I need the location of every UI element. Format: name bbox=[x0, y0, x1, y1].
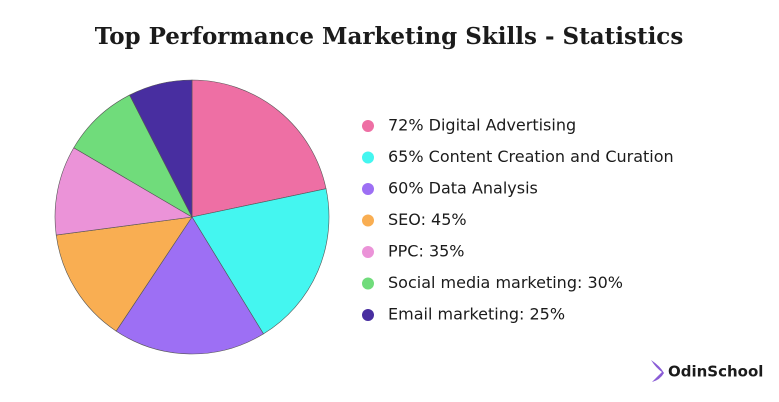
legend-marker bbox=[362, 151, 374, 164]
pie-slice bbox=[115, 216, 264, 355]
legend-marker bbox=[362, 120, 374, 132]
legend-marker bbox=[362, 246, 374, 258]
legend-label: Social media marketing: 30% bbox=[388, 273, 623, 292]
legend-marker bbox=[362, 309, 374, 321]
legend-marker bbox=[362, 277, 374, 290]
pie-slice bbox=[54, 147, 193, 236]
legend-label: 72% Digital Advertising bbox=[388, 116, 576, 135]
chart-title: Top Performance Marketing Skills - Stati… bbox=[95, 23, 684, 50]
pie-slice bbox=[191, 79, 327, 218]
legend-label: SEO: 45% bbox=[388, 210, 467, 229]
legend-marker bbox=[362, 214, 374, 227]
legend-label: 65% Content Creation and Curation bbox=[388, 147, 674, 166]
brand-icon bbox=[651, 360, 664, 382]
pie-slice bbox=[55, 216, 193, 332]
legend-marker bbox=[362, 183, 374, 195]
legend-label: 60% Data Analysis bbox=[388, 179, 538, 198]
brand-logo: OdinSchool bbox=[651, 360, 763, 382]
legend-label: PPC: 35% bbox=[388, 242, 465, 261]
legend-label: Email marketing: 25% bbox=[388, 305, 565, 324]
brand-name: OdinSchool bbox=[668, 363, 763, 381]
pie-slice bbox=[191, 188, 330, 335]
pie-slice bbox=[129, 79, 193, 218]
